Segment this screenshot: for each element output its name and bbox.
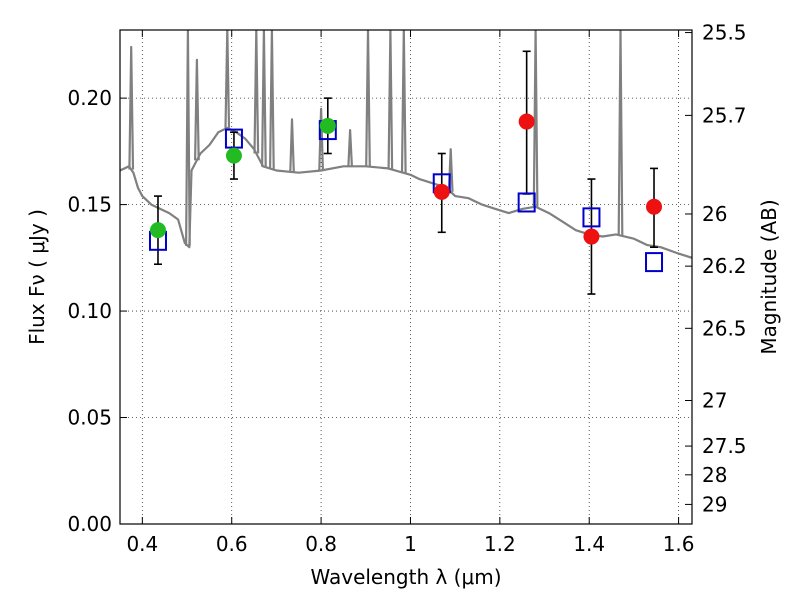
- emission-line-spike: [365, 30, 371, 167]
- right-tick-label: 25.7: [702, 103, 747, 127]
- emission-line-spike: [185, 30, 191, 246]
- spectrum-layer: [120, 30, 692, 259]
- emission-line-spike: [347, 129, 353, 167]
- right-tick-label: 28: [702, 463, 727, 487]
- model-square-marker: [582, 207, 601, 228]
- emission-line-spike: [261, 30, 267, 167]
- x-tick-label: 0.6: [216, 532, 248, 556]
- x-tick-label: 1.4: [573, 532, 605, 556]
- right-tick-label: 27.5: [702, 434, 747, 458]
- model-square-marker: [224, 128, 243, 149]
- x-tick-label: 1.2: [484, 532, 516, 556]
- right-tick-label: 29: [702, 492, 727, 516]
- emission-line-spike: [387, 30, 394, 170]
- right-axis-label: Magnitude (AB): [757, 199, 781, 354]
- x-axis-label: Wavelength λ (μm): [310, 565, 501, 589]
- emission-line-spike: [532, 30, 539, 207]
- observed-point-marker: [583, 228, 600, 245]
- y-tick-label: 0.10: [67, 299, 112, 323]
- x-tick-label: 0.8: [305, 532, 337, 556]
- y-tick-label: 0.05: [67, 406, 112, 430]
- y-axis-label: Flux Fν ( μJy ): [25, 209, 49, 345]
- y-tick-label: 0.15: [67, 193, 112, 217]
- spectrum-line: [120, 126, 692, 259]
- emission-line-spike: [128, 45, 135, 170]
- model-square-marker: [517, 192, 536, 213]
- emission-line-spike: [400, 30, 407, 173]
- right-tick-label: 26: [702, 202, 727, 226]
- observed-point-marker: [319, 117, 336, 134]
- markers: [148, 113, 664, 273]
- emission-line-spike: [289, 118, 295, 173]
- observed-point-marker: [149, 222, 166, 239]
- observed-point-marker: [433, 183, 450, 200]
- x-tick-label: 1.6: [663, 532, 695, 556]
- observed-point-marker: [646, 198, 663, 215]
- emission-line-spike: [224, 30, 231, 128]
- emission-line-spike: [318, 107, 324, 171]
- right-tick-label: 25.5: [702, 21, 747, 45]
- right-tick-label: 26.5: [702, 316, 747, 340]
- emission-line-spike: [617, 30, 624, 236]
- model-square-marker: [645, 252, 664, 273]
- observed-point-marker: [225, 147, 242, 164]
- x-tick-label: 0.4: [126, 532, 158, 556]
- emission-line-spike: [253, 30, 260, 154]
- emission-line-spike: [194, 58, 200, 161]
- y-tick-label: 0.20: [67, 86, 112, 110]
- right-tick-label: 26.2: [702, 254, 747, 278]
- observed-point-marker: [518, 113, 535, 130]
- y-tick-label: 0.00: [67, 512, 112, 536]
- emission-line-spike: [269, 30, 275, 170]
- x-tick-label: 1: [404, 532, 417, 556]
- plot-frame: [119, 29, 693, 525]
- right-tick-label: 27: [702, 389, 727, 413]
- axis-ticks: 0.4 0.6 0.8 1 1.2 1.4 1.6 0.00 0.05 0.10 0.15 0.20 2…: [67, 21, 746, 556]
